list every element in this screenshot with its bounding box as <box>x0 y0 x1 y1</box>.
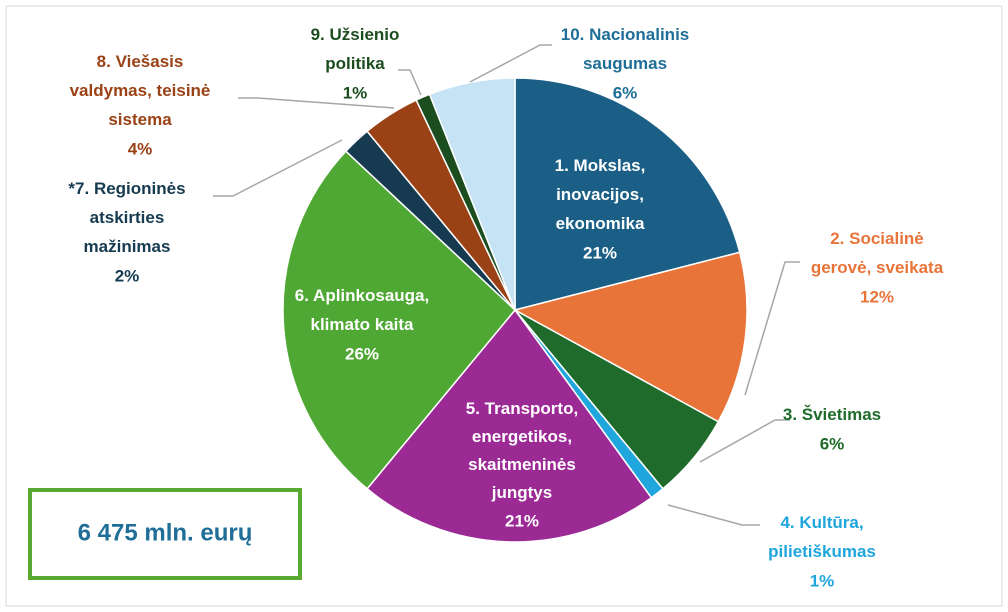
pie-slice <box>366 308 653 543</box>
leader-line <box>398 69 422 96</box>
leader-line <box>469 44 552 83</box>
value-label: 6% <box>613 83 638 102</box>
leader-line <box>744 261 800 396</box>
total-label: 6 475 mln. eurų <box>78 519 253 546</box>
pie-slice <box>514 77 741 311</box>
value-label: 1% <box>343 83 368 102</box>
value-label: 12% <box>860 287 894 306</box>
pie-slice <box>282 150 517 490</box>
slice-label: *7. Regioninės atskirties mažinimas <box>68 179 185 256</box>
slice-label: 2. Socialinė gerovė, sveikata <box>811 229 944 277</box>
value-label: 6% <box>820 434 845 453</box>
slice-label: 6. Aplinkosauga, klimato kaita <box>295 286 429 334</box>
leader-line <box>667 504 760 526</box>
slice-label: 1. Mokslas, inovacijos, ekonomika <box>555 156 646 233</box>
pie-slice <box>512 251 748 423</box>
slice-label: 9. Užsienio politika <box>311 25 400 73</box>
value-label: 21% <box>583 243 617 262</box>
value-label: 2% <box>115 266 140 285</box>
value-label: 1% <box>810 571 835 590</box>
slice-label: 8. Viešasis valdymas, teisinė sistema <box>70 52 211 129</box>
leader-line <box>213 139 343 197</box>
slice-label: 3. Švietimas <box>783 405 881 424</box>
leader-line <box>699 419 790 463</box>
value-label: 21% <box>505 511 539 530</box>
value-label: 26% <box>345 344 379 363</box>
total-box <box>28 488 302 580</box>
slice-label: 4. Kultūra, pilietiškumas <box>768 513 876 561</box>
leader-line <box>238 97 395 109</box>
slice-label: 5. Transporto, energetikos, skaitmeninės ju… <box>466 399 578 502</box>
slice-label: 10. Nacionalinis saugumas <box>561 25 690 73</box>
pie-slice <box>428 77 516 311</box>
value-label: 4% <box>128 139 153 158</box>
